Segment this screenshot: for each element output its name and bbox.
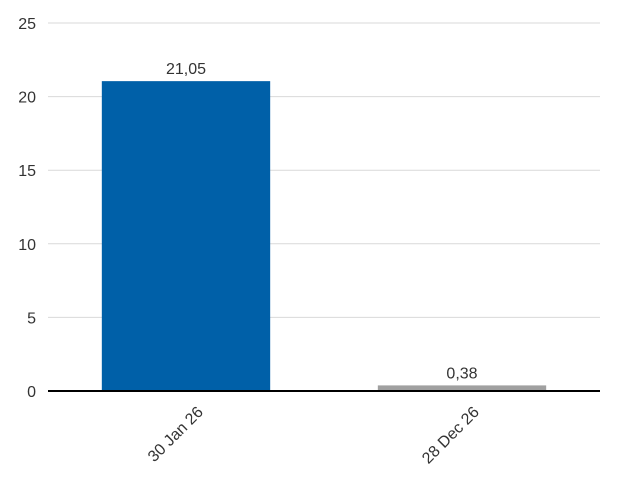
y-tick-label: 20: [18, 90, 36, 107]
y-tick-label: 25: [18, 16, 36, 33]
y-tick-label: 5: [27, 310, 36, 327]
x-tick-label: 28 Dec 26: [419, 404, 483, 468]
y-tick-label: 10: [18, 237, 36, 254]
data-label: 21,05: [166, 61, 206, 78]
y-axis-tick-labels: 0 5 10 15 20 25: [18, 16, 36, 401]
bar: [101, 81, 271, 392]
y-tick-label: 15: [18, 163, 36, 180]
x-axis-tick-labels: 30 Jan 26 28 Dec 26: [145, 404, 483, 468]
data-label: 0,38: [446, 365, 477, 382]
x-tick-label: 30 Jan 26: [145, 404, 207, 466]
bar: [377, 385, 547, 391]
data-labels: 21,05 0,38: [166, 61, 478, 382]
y-tick-label: 0: [27, 384, 36, 401]
bars: [101, 81, 547, 392]
